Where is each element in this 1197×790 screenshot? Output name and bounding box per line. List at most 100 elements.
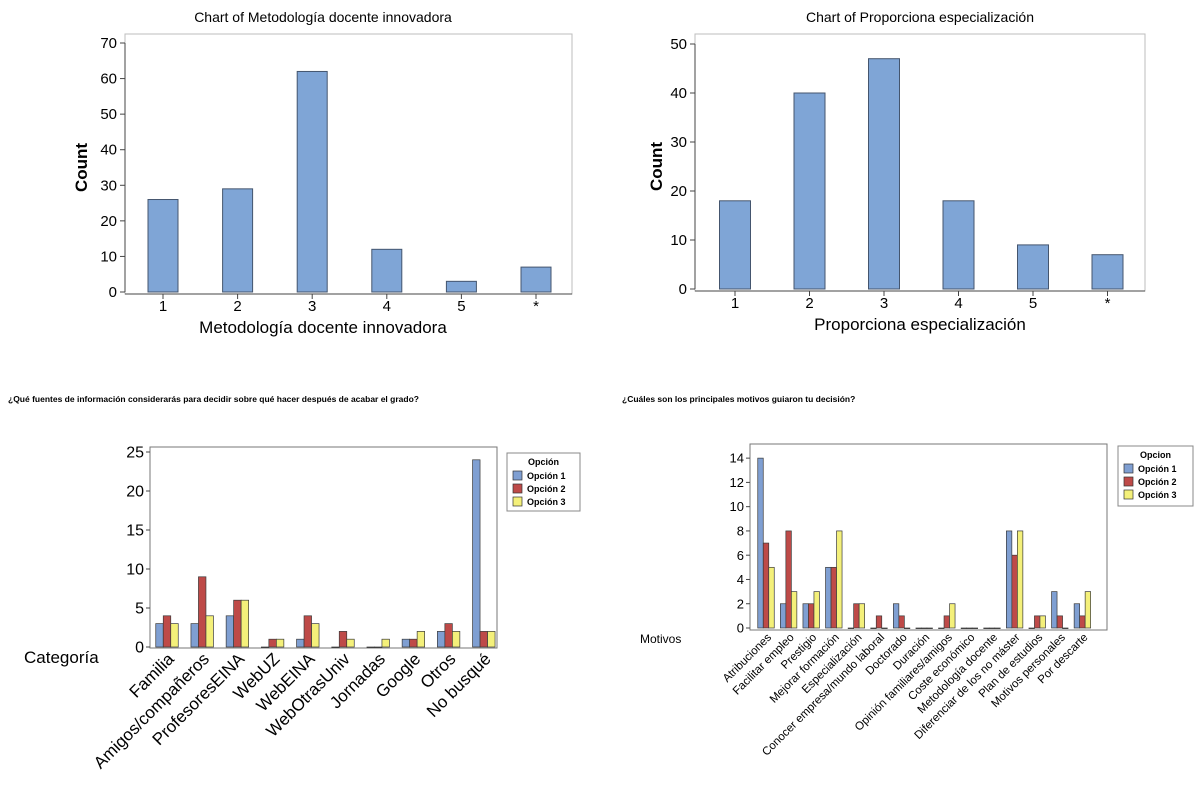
legend-swatch-3 xyxy=(1123,489,1134,500)
bar-series-3 xyxy=(1084,591,1091,629)
bar-6 xyxy=(1091,254,1124,290)
bar-series-3 xyxy=(240,599,249,648)
bar-series-1 xyxy=(847,627,854,629)
legend-swatch-2 xyxy=(512,483,523,494)
bar-series-3 xyxy=(170,623,179,648)
chart-title: Chart of Metodología docente innovadora xyxy=(194,9,452,25)
x-tick-label: * xyxy=(1105,295,1111,312)
bar-series-1 xyxy=(225,615,234,648)
x-tick-label: 3 xyxy=(308,298,316,315)
bar-series-1 xyxy=(870,627,877,629)
legend-swatch-1 xyxy=(512,470,523,481)
y-tick-label: 20 xyxy=(670,183,687,200)
legend-label-2: Opción 2 xyxy=(1138,477,1177,487)
y-tick-label: 70 xyxy=(100,35,117,52)
bar-series-1 xyxy=(780,603,787,629)
plot-frame xyxy=(694,33,1146,292)
y-tick-label: 0 xyxy=(679,281,687,298)
bar-series-3 xyxy=(971,627,978,629)
y-axis-label: Count xyxy=(72,143,91,192)
y-axis-label: Count xyxy=(647,142,666,191)
bar-series-1 xyxy=(757,457,764,629)
chart-fuentes-svg: 0510152025FamiliaAmigos/compañerosProfes… xyxy=(24,445,581,772)
bar-series-2 xyxy=(374,646,383,648)
bar-series-1 xyxy=(893,603,900,629)
y-tick-label: 12 xyxy=(730,475,744,490)
y-tick-label: 2 xyxy=(737,596,744,611)
bar-series-3 xyxy=(1062,627,1069,629)
bar-series-2 xyxy=(1079,615,1086,629)
chart-motivos: 0 2 4 6 8 10 12 14 Atribuciones Facilitar empleo P… xyxy=(600,410,1197,785)
bar-series-2 xyxy=(808,603,815,629)
y-tick-label: 20 xyxy=(100,213,117,230)
bar-series-1 xyxy=(331,646,340,648)
y-tick-label: 4 xyxy=(737,572,744,587)
bar-series-2 xyxy=(966,627,973,629)
chart-metodologia-svg: Chart of Metodología docente innovadora 0… xyxy=(72,9,573,337)
bar-series-3 xyxy=(768,566,775,629)
chart-fuentes: 0 5 10 15 20 25 Familia Amigos/compañeros Profes… xyxy=(0,410,600,785)
bar-series-1 xyxy=(261,646,270,648)
bar-series-2 xyxy=(762,542,770,629)
bar-series-1 xyxy=(1051,591,1058,629)
legend-title: Opcion xyxy=(1140,450,1171,460)
bar-series-3 xyxy=(416,631,425,648)
bar-series-3 xyxy=(1017,530,1024,629)
bar-series-2 xyxy=(409,638,418,648)
bar-series-3 xyxy=(276,638,285,648)
bar-4 xyxy=(942,200,975,290)
x-tick-label: 2 xyxy=(233,298,241,315)
bar-series-3 xyxy=(858,603,865,629)
chart-especializacion-svg: Chart of Proporciona especialización 0 10 2… xyxy=(647,9,1146,334)
plot-frame xyxy=(149,446,498,649)
plot-frame xyxy=(124,33,573,295)
bar-series-1 xyxy=(366,646,375,648)
bar-5 xyxy=(1017,244,1049,290)
y-tick-label: 0 xyxy=(109,284,117,301)
y-tick-label: 10 xyxy=(670,232,687,249)
bar-series-1 xyxy=(155,623,164,648)
x-tick-label: * xyxy=(533,298,539,315)
bar-series-2 xyxy=(875,615,883,629)
bar-series-2 xyxy=(785,530,792,629)
y-tick-label: 0 xyxy=(737,621,744,636)
bar-series-1 xyxy=(1028,627,1035,629)
chart-especializacion: Chart of Proporciona especialización 0 10 2… xyxy=(600,0,1197,360)
bar-4 xyxy=(371,248,403,293)
bar-series-2 xyxy=(1056,615,1063,629)
legend-swatch-3 xyxy=(512,496,523,507)
bar-series-2 xyxy=(444,623,453,648)
bar-6 xyxy=(520,266,552,293)
bar-1 xyxy=(719,200,751,290)
bar-series-1 xyxy=(401,638,410,648)
x-tick-label: 1 xyxy=(159,298,167,315)
y-tick-label: 25 xyxy=(126,445,144,462)
caption-fuentes: ¿Qué fuentes de información considerarás… xyxy=(8,394,419,404)
legend-swatch-1 xyxy=(1123,463,1134,474)
bar-series-3 xyxy=(813,591,820,629)
bar-series-1 xyxy=(296,638,305,648)
legend-label-3: Opción 3 xyxy=(1138,490,1177,500)
y-tick-label: 50 xyxy=(100,106,117,123)
y-tick-label: 14 xyxy=(730,451,744,466)
bar-series-3 xyxy=(346,638,355,648)
chart-title: Chart of Proporciona especialización xyxy=(806,9,1034,25)
bar-series-1 xyxy=(190,623,199,648)
y-tick-label: 0 xyxy=(135,640,144,657)
legend-label-3: Opción 3 xyxy=(527,497,566,507)
x-tick-label: 2 xyxy=(805,295,813,312)
bar-3 xyxy=(868,58,900,290)
bar-series-1 xyxy=(825,566,832,629)
y-tick-label: 30 xyxy=(100,177,117,194)
bar-series-2 xyxy=(162,615,172,648)
y-tick-label: 6 xyxy=(737,548,744,563)
bar-series-1 xyxy=(1073,603,1080,629)
bar-series-1 xyxy=(1006,530,1013,629)
bar-series-3 xyxy=(836,530,843,629)
bar-series-2 xyxy=(853,603,860,629)
legend-label-1: Opción 1 xyxy=(1138,464,1177,474)
bar-3 xyxy=(296,70,328,293)
x-axis-label: Metodología docente innovadora xyxy=(199,318,447,337)
bar-series-3 xyxy=(791,591,798,629)
bar-series-1 xyxy=(938,627,945,629)
